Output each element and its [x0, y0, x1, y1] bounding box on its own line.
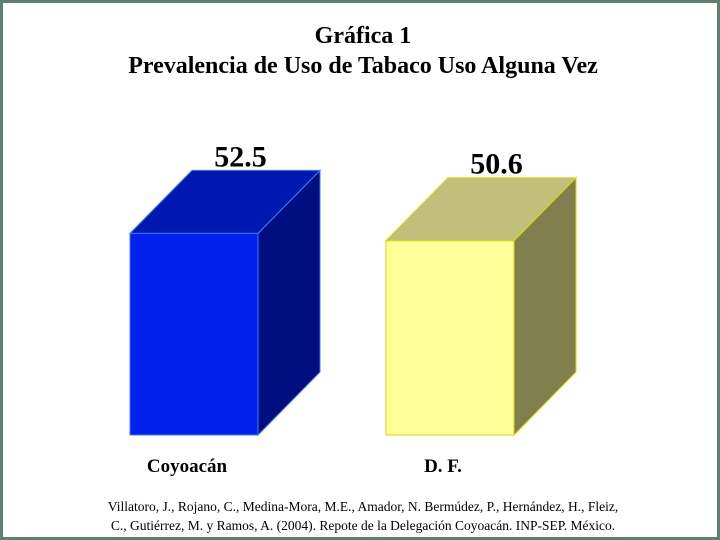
data-label-1: 50.6 [470, 148, 523, 181]
source-line-2: C., Gutiérrez, M. y Ramos, A. (2004). Re… [110, 518, 616, 533]
category-label-1: D. F. [424, 456, 462, 477]
source-line-1: Villatoro, J., Rojano, C., Medina-Mora, … [107, 499, 619, 514]
data-label-0: 52.5 [214, 140, 267, 173]
source-citation: Villatoro, J., Rojano, C., Medina-Mora, … [23, 497, 703, 535]
chart-title-line-2: Prevalencia de Uso de Tabaco Uso Alguna … [128, 53, 598, 79]
bar-front-1 [385, 240, 515, 436]
bar-chart: 52.5 Coyoacán 50.6 D. F. [128, 140, 578, 477]
bar-front-0 [129, 232, 259, 436]
chart-title-line-1: Gráfica 1 [314, 23, 412, 49]
category-label-0: Coyoacán [147, 456, 228, 477]
chart-title: Gráfica 1 Prevalencia de Uso de Tabaco U… [3, 21, 720, 81]
